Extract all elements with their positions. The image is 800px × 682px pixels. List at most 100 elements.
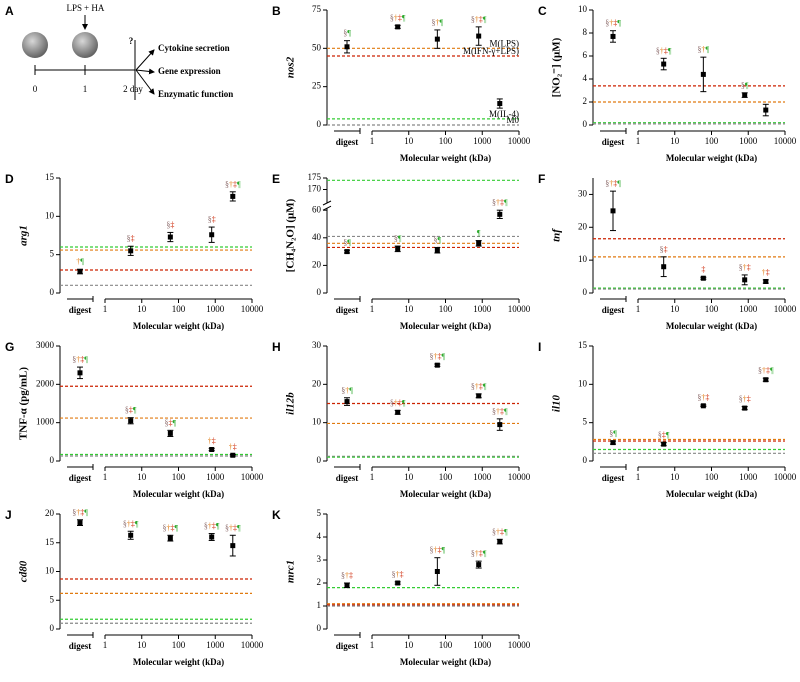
x-tick-label: 1000 <box>473 304 492 314</box>
significance: §†¶ <box>341 386 353 395</box>
y-tick-label: 30 <box>312 340 322 350</box>
significance: §†‡¶ <box>390 398 406 407</box>
digest-label: digest <box>69 305 92 315</box>
data-point <box>434 36 440 42</box>
y-tick-label: 20 <box>312 378 322 388</box>
data-point <box>230 193 236 199</box>
y-tick-label: 4 <box>317 531 322 541</box>
y-axis-title: [NO₂⁻] (μM) <box>551 37 563 97</box>
x-tick-label: 10 <box>137 472 147 482</box>
y-tick-label: 15 <box>578 340 588 350</box>
question-mark: ? <box>129 36 134 46</box>
outcome: Cytokine secretion <box>158 43 230 53</box>
digest-label: digest <box>336 473 359 483</box>
significance: §†‡¶ <box>605 19 621 28</box>
significance: §¶ <box>394 234 402 243</box>
x-tick-label: 10 <box>137 640 147 650</box>
cell-well <box>22 32 48 58</box>
day-label: 0 <box>33 84 38 94</box>
y-tick-label: 10 <box>578 4 588 14</box>
significance: §†‡ <box>739 394 751 403</box>
data-point <box>128 248 134 254</box>
y-tick-label: 0 <box>583 455 588 465</box>
panel-letter: J <box>5 508 12 522</box>
significance: §‡¶ <box>165 418 177 427</box>
data-point <box>610 208 616 214</box>
y-tick-label: 0 <box>50 287 55 297</box>
panel-letter: D <box>5 172 14 186</box>
digest-label: digest <box>602 305 625 315</box>
y-axis-title: il10 <box>551 394 563 412</box>
day-label: 2 day <box>123 84 143 94</box>
y-tick-label: 0 <box>50 623 55 633</box>
significance: §†‡¶ <box>225 523 241 532</box>
significance: §†‡¶ <box>163 523 179 532</box>
significance: §†‡ <box>392 570 404 579</box>
x-tick-label: 100 <box>439 472 453 482</box>
x-tick-label: 1000 <box>206 472 225 482</box>
significance: §†‡ <box>341 571 353 580</box>
significance: §¶ <box>741 81 749 90</box>
y-tick-label: 6 <box>583 50 588 60</box>
data-point <box>763 377 769 383</box>
x-tick-label: 10000 <box>508 640 531 650</box>
significance: §†‡¶ <box>758 366 774 375</box>
x-tick-label: 10 <box>404 640 414 650</box>
x-tick-label: 10 <box>404 136 414 146</box>
significance: §¶ <box>343 28 351 37</box>
x-tick-label: 1 <box>636 472 641 482</box>
x-axis-title: Molecular weight (kDa) <box>400 321 491 331</box>
data-point <box>610 440 616 446</box>
data-point <box>167 234 173 240</box>
panel-letter: I <box>538 340 541 354</box>
data-point <box>763 107 769 113</box>
panel-letter: B <box>272 4 281 18</box>
data-point <box>167 535 173 541</box>
treatment: LPS <box>66 3 82 13</box>
y-tick-label: 10 <box>45 566 55 576</box>
arrow <box>135 49 155 71</box>
significance: §†¶ <box>432 18 444 27</box>
x-tick-label: 1000 <box>739 136 758 146</box>
x-tick-label: 100 <box>172 640 186 650</box>
significance: §†‡ <box>697 393 709 402</box>
y-tick-label: 0 <box>317 455 322 465</box>
significance: §‡¶ <box>658 430 670 439</box>
x-tick-label: 1000 <box>473 136 492 146</box>
data-point <box>344 582 350 588</box>
data-point <box>661 61 667 67</box>
x-tick-label: 100 <box>705 304 719 314</box>
significance: §†‡¶ <box>605 179 621 188</box>
x-tick-label: 10 <box>404 472 414 482</box>
x-tick-label: 10000 <box>508 136 531 146</box>
x-tick-label: 10 <box>670 136 680 146</box>
data-point <box>476 393 482 399</box>
panel-letter: H <box>272 340 281 354</box>
y-axis-title: [CH₄N₂O] (μM) <box>285 198 297 272</box>
significance: †¶ <box>76 257 84 266</box>
data-point <box>700 403 706 409</box>
y-tick-label: 10 <box>578 254 588 264</box>
outcome: Enzymatic function <box>158 89 233 99</box>
arrow <box>135 69 155 95</box>
chart-panel: G TNF-α (pg/mL) 0 1000 2000 3000 1 10 100 1000 100… <box>5 340 264 499</box>
y-tick-label: 8 <box>583 27 588 37</box>
x-tick-label: 1000 <box>473 640 492 650</box>
y-tick-label: 30 <box>578 188 588 198</box>
x-tick-label: 10000 <box>241 640 264 650</box>
data-point <box>661 264 667 270</box>
data-point <box>476 562 482 568</box>
panel-letter: K <box>272 508 281 522</box>
significance: §‡ <box>208 215 216 224</box>
x-axis-title: Molecular weight (kDa) <box>133 489 224 499</box>
y-tick-label: 4 <box>583 73 588 83</box>
x-tick-label: 1 <box>103 304 108 314</box>
significance: §†‡¶ <box>390 13 406 22</box>
y-tick-label: 2 <box>317 577 322 587</box>
y-tick-label: 20 <box>312 259 322 269</box>
reference-label: M(IL-4) <box>489 109 519 119</box>
panel-letter: E <box>272 172 280 186</box>
significance: §†‡¶ <box>656 46 672 55</box>
